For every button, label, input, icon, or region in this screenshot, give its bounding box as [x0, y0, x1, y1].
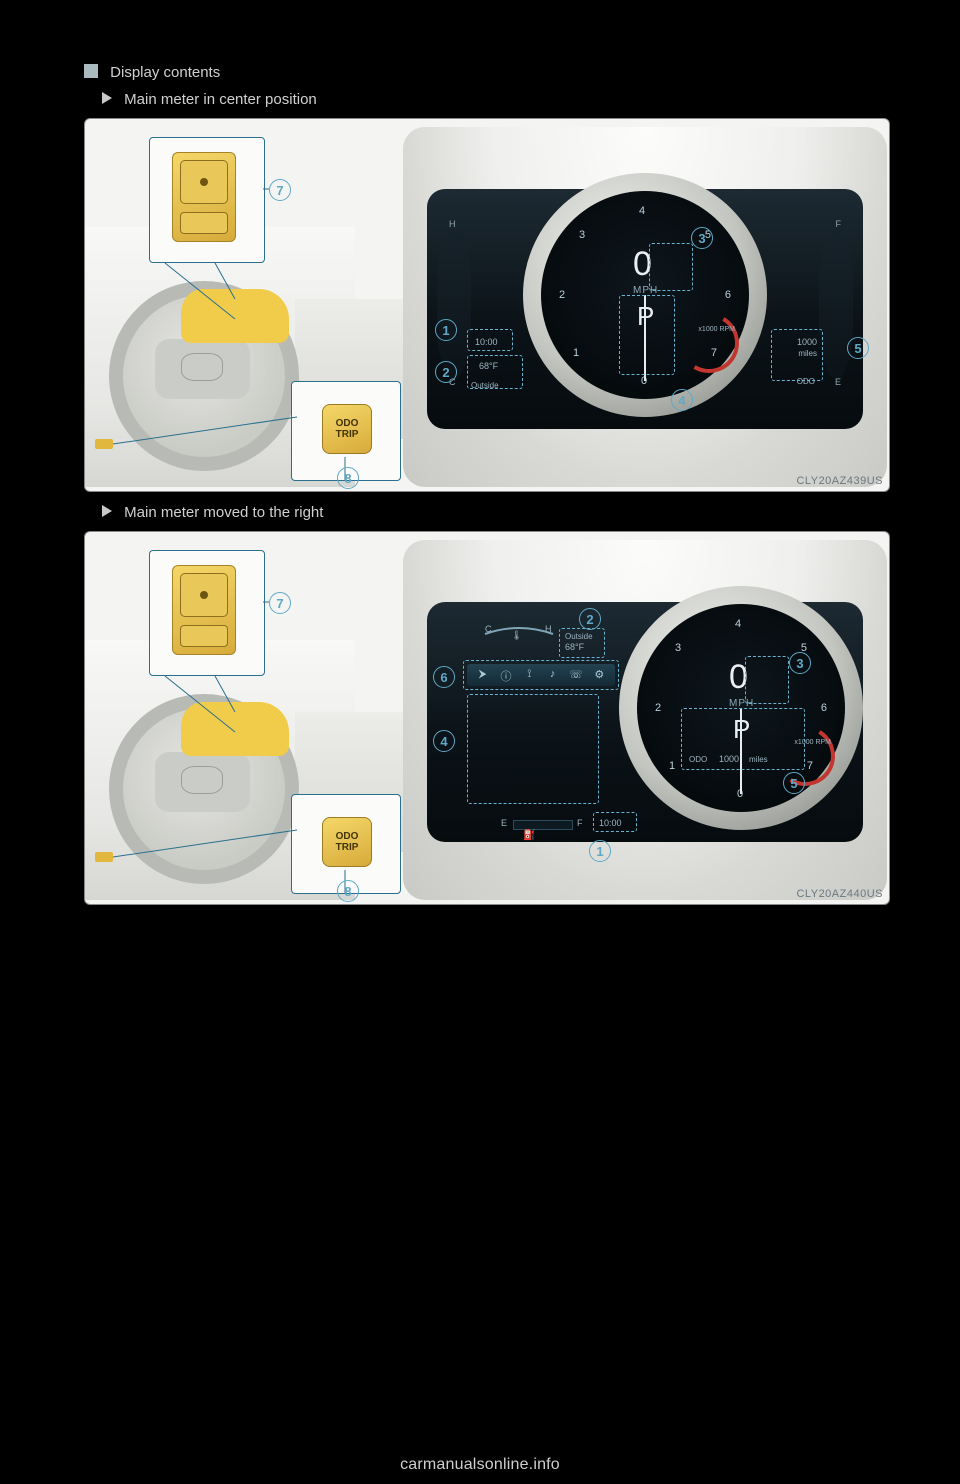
section-title: Display contents: [110, 64, 220, 81]
box-4: [467, 694, 599, 804]
tach-6: 6: [821, 702, 827, 714]
badge-2: 2: [435, 361, 457, 383]
rpm-label: x1000 RPM: [698, 326, 735, 333]
badge-7: 7: [269, 592, 291, 614]
box-4: [619, 295, 675, 375]
badge-8: 8: [337, 467, 359, 489]
box-1: [467, 329, 513, 351]
tach-3: 3: [675, 642, 681, 654]
meter-ring: 1 2 3 4 5 6 7 x1000 RPM 0 MPH P 0: [523, 173, 767, 417]
badge-3: 3: [789, 652, 811, 674]
badge-5: 5: [783, 772, 805, 794]
footer-watermark: carmanualsonline.info: [0, 1456, 960, 1474]
box-2: [559, 628, 605, 658]
tach-4: 4: [735, 618, 741, 630]
tach-3: 3: [579, 229, 585, 241]
fig2-leaders: [85, 532, 405, 905]
arrow-bullet-icon: [102, 92, 112, 104]
coolant-gauge: [437, 229, 471, 379]
fuel-icon: ⛽: [523, 830, 535, 841]
badge-7: 7: [269, 179, 291, 201]
badge-6: 6: [433, 666, 455, 688]
fig1-left: 7 ODO TRIP 8: [85, 119, 405, 492]
box-3: [745, 656, 789, 704]
section-header: Display contents: [84, 64, 892, 81]
badge-3: 3: [691, 227, 713, 249]
figure-1-id: CLY20AZ439US: [796, 475, 883, 487]
fuel-gauge: [819, 229, 853, 379]
coolant-icon: 🌡: [511, 630, 522, 641]
badge-4: 4: [671, 389, 693, 411]
fuel-e: E: [501, 818, 507, 828]
meter-face: 1 2 3 4 5 6 7 x1000 RPM 0 MPH P 0: [541, 191, 749, 399]
fuel-bar: [513, 820, 573, 830]
square-bullet-icon: [84, 64, 98, 78]
temp-h: H: [449, 219, 456, 229]
box-5: [771, 329, 823, 381]
box-2: [467, 355, 523, 389]
fuel-e: E: [835, 377, 841, 387]
fig1-leaders: [85, 119, 405, 492]
meter-ring: 1 2 3 4 5 6 7 x1000 RPM 0 MPH P 0 ODO: [619, 586, 863, 830]
badge-4: 4: [433, 730, 455, 752]
figure-2-id: CLY20AZ440US: [796, 888, 883, 900]
fig1-cluster-shell: H C F E 10:00 68°F Outside 1000 miles OD…: [403, 127, 887, 487]
box-6: [463, 660, 619, 690]
tach-1: 1: [669, 760, 675, 772]
sub-heading-2: Main meter moved to the right: [84, 504, 892, 521]
tach-1: 1: [573, 347, 579, 359]
fig2-left: 7 ODO TRIP 8: [85, 532, 405, 905]
fuel-f: F: [836, 219, 842, 229]
tach-2: 2: [559, 289, 565, 301]
tach-6: 6: [725, 289, 731, 301]
box-5: [681, 708, 805, 770]
fuel-f: F: [577, 818, 583, 828]
box-3: [649, 243, 693, 291]
tach-2: 2: [655, 702, 661, 714]
badge-8: 8: [337, 880, 359, 902]
badge-1: 1: [589, 840, 611, 862]
sub1-text: Main meter in center position: [124, 91, 317, 108]
badge-1: 1: [435, 319, 457, 341]
fig2-cluster-shell: C H 🌡 Outside 68°F ⮞ ⓘ ⟟ ♪ ☏: [403, 540, 887, 900]
badge-5: 5: [847, 337, 869, 359]
sub2-text: Main meter moved to the right: [124, 504, 323, 521]
meter-face: 1 2 3 4 5 6 7 x1000 RPM 0 MPH P 0 ODO: [637, 604, 845, 812]
figure-2: CLY20AZ440US 7 ODO TRIP: [84, 531, 890, 905]
arrow-bullet-icon: [102, 505, 112, 517]
redline-arc: [673, 307, 746, 380]
box-1: [593, 812, 637, 832]
badge-2: 2: [579, 608, 601, 630]
tach-4: 4: [639, 205, 645, 217]
figure-1: CLY20AZ439US 7 ODO TRIP: [84, 118, 890, 492]
sub-heading-1: Main meter in center position: [84, 91, 892, 108]
